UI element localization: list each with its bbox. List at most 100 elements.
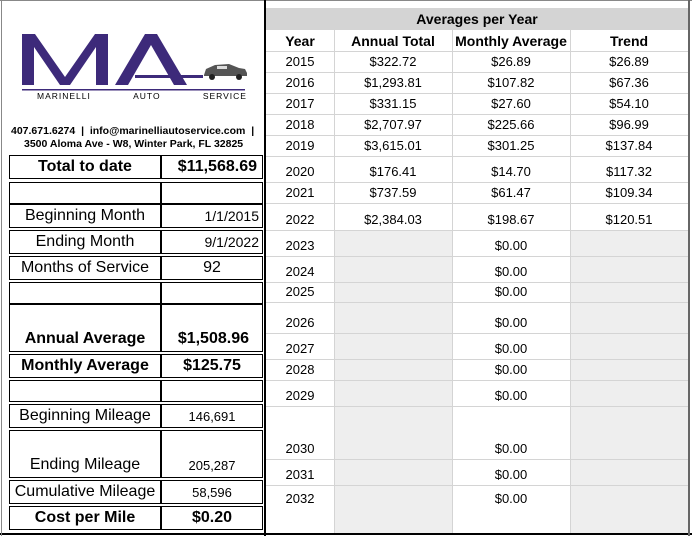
beginning-month-label: Beginning Month — [9, 204, 161, 228]
company-address: 3500 Aloma Ave - W8, Winter Park, FL 328… — [24, 138, 244, 150]
cell-trend — [570, 230, 688, 256]
cell-monthly-average: $61.47 — [491, 185, 531, 200]
table-row: 2016 $1,293.81 $107.82 $67.36 — [266, 72, 688, 93]
table-row: 2027 $0.00 — [266, 333, 688, 359]
cell-annual-total: $1,293.81 — [364, 75, 422, 90]
cell-annual-total — [334, 333, 452, 359]
cell-year: 2031 — [285, 467, 315, 482]
cell-year: 2032 — [285, 491, 315, 506]
column-header-year: Year — [285, 32, 315, 49]
cell-monthly-average: $301.25 — [487, 138, 535, 153]
cell-monthly-average: $0.00 — [494, 284, 528, 299]
blank-row — [9, 380, 161, 402]
cell-trend: $117.32 — [605, 164, 653, 179]
blank-row — [161, 282, 263, 304]
column-header-trend: Trend — [609, 32, 649, 49]
months-of-service-value: 92 — [161, 256, 263, 280]
table-row: 2031 $0.00 — [266, 459, 688, 485]
cell-year: 2015 — [285, 54, 315, 69]
cell-year: 2027 — [285, 341, 315, 356]
cell-trend: $120.51 — [605, 212, 653, 227]
logo-word-2: Auto — [133, 91, 161, 101]
cell-trend: $109.34 — [605, 185, 653, 200]
cell-trend — [570, 406, 688, 459]
cell-year: 2023 — [285, 238, 315, 253]
cell-year: 2019 — [285, 138, 315, 153]
cell-annual-total — [334, 459, 452, 485]
cell-annual-total — [334, 302, 452, 333]
cell-trend — [570, 359, 688, 380]
cell-trend: $54.10 — [609, 96, 649, 111]
cell-monthly-average: $0.00 — [494, 264, 528, 279]
ending-mileage-label: Ending Mileage — [9, 430, 161, 478]
cell-year: 2025 — [285, 284, 315, 299]
months-of-service-label: Months of Service — [9, 256, 161, 280]
table-row: 2025 $0.00 — [266, 282, 688, 302]
averages-table: Averages per Year Year Annual Total Monthl… — [266, 0, 688, 533]
cell-monthly-average: $0.00 — [494, 341, 528, 356]
car-icon — [204, 64, 247, 80]
table-row: 2032 $0.00 — [266, 485, 688, 509]
company-logo: Marinelli Auto Service 407.671.6274 | in… — [7, 7, 265, 155]
blank-row — [161, 182, 263, 204]
total-to-date-label: Total to date — [9, 155, 161, 179]
logo-word-1: Marinelli — [37, 91, 91, 101]
table-row: 2029 $0.00 — [266, 380, 688, 406]
logo-word-3: Service — [202, 91, 247, 101]
cell-monthly-average: $0.00 — [494, 467, 528, 482]
ending-month-label: Ending Month — [9, 230, 161, 254]
cell-annual-total — [334, 406, 452, 459]
cell-monthly-average: $0.00 — [494, 388, 528, 403]
cell-annual-total — [334, 380, 452, 406]
blank-row — [9, 182, 161, 204]
cell-annual-total — [334, 230, 452, 256]
cell-annual-total: $737.59 — [369, 185, 417, 200]
averages-title-text: Averages per Year — [416, 11, 538, 27]
blank-row — [9, 282, 161, 304]
cell-monthly-average: $198.67 — [487, 212, 535, 227]
cell-monthly-average: $0.00 — [494, 491, 528, 506]
cell-trend — [570, 302, 688, 333]
cell-annual-total: $331.15 — [369, 96, 417, 111]
column-header-annual-total: Annual Total — [351, 32, 435, 49]
monthly-average-value: $125.75 — [161, 354, 263, 378]
cell-year: 2017 — [285, 96, 315, 111]
table-row: 2018 $2,707.97 $225.66 $96.99 — [266, 114, 688, 135]
logo-mark — [22, 34, 247, 91]
cell-annual-total — [334, 256, 452, 282]
cumulative-mileage-value: 58,596 — [161, 480, 263, 504]
cell-trend: $26.89 — [609, 54, 649, 69]
ending-mileage-value: 205,287 — [161, 430, 263, 478]
cell-year: 2022 — [285, 212, 315, 227]
column-header-monthly-average: Monthly Average — [455, 32, 567, 49]
cell-monthly-average: $27.60 — [491, 96, 531, 111]
cell-monthly-average: $0.00 — [494, 315, 528, 330]
table-row: 2030 $0.00 — [266, 406, 688, 459]
table-row: 2024 $0.00 — [266, 256, 688, 282]
cell-year: 2020 — [285, 164, 315, 179]
cell-monthly-average: $26.89 — [491, 54, 531, 69]
left-panel: Marinelli Auto Service 407.671.6274 | in… — [7, 7, 265, 531]
table-row: 2026 $0.00 — [266, 302, 688, 333]
cost-per-mile-value: $0.20 — [161, 506, 263, 530]
beginning-mileage-label: Beginning Mileage — [9, 404, 161, 428]
cell-year: 2016 — [285, 75, 315, 90]
cell-trend — [570, 485, 688, 509]
cell-trend — [570, 282, 688, 302]
cell-trend: $67.36 — [609, 75, 649, 90]
cumulative-mileage-label: Cumulative Mileage — [9, 480, 161, 504]
table-row: 2028 $0.00 — [266, 359, 688, 380]
cell-annual-total: $3,615.01 — [364, 138, 422, 153]
cell-annual-total — [334, 359, 452, 380]
annual-average-label: Annual Average — [9, 304, 161, 352]
beginning-month-value: 1/1/2015 — [161, 204, 263, 228]
cell-monthly-average: $0.00 — [494, 362, 528, 377]
cell-annual-total — [334, 485, 452, 509]
table-row: 2023 $0.00 — [266, 230, 688, 256]
cell-year: 2029 — [285, 388, 315, 403]
total-to-date-value: $11,568.69 — [161, 155, 263, 179]
table-row: 2017 $331.15 $27.60 $54.10 — [266, 93, 688, 114]
cell-trend — [570, 380, 688, 406]
logo-words: Marinelli Auto Service — [37, 91, 247, 105]
cell-annual-total: $322.72 — [369, 54, 417, 69]
